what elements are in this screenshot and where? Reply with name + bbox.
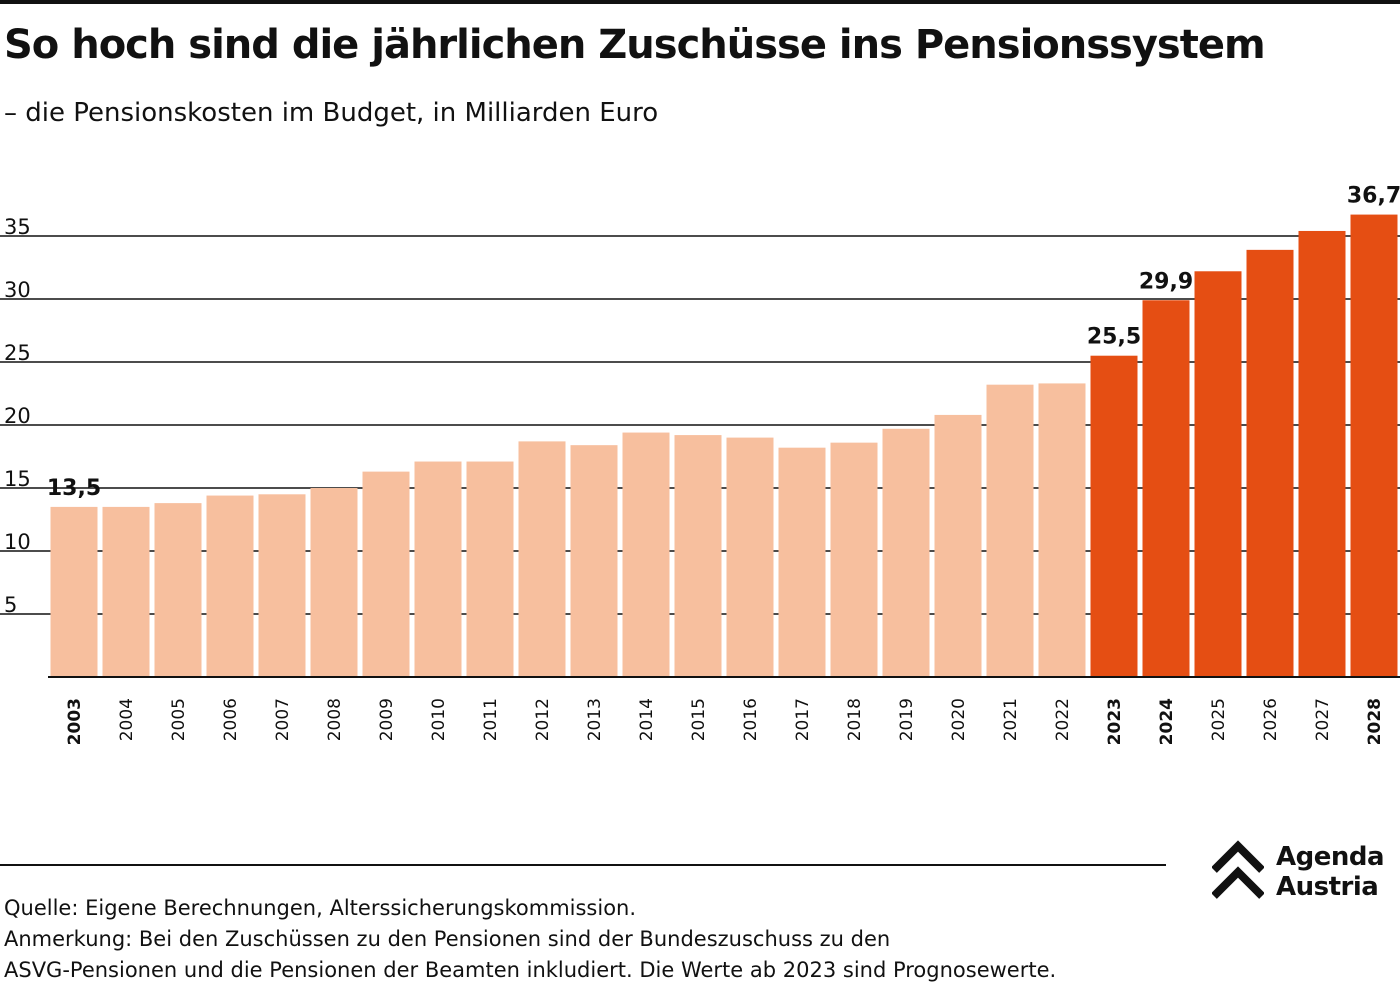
bar-2021	[986, 384, 1034, 677]
bar-2027	[1298, 230, 1346, 677]
bar-2003	[50, 506, 98, 677]
bar-2016	[726, 437, 774, 677]
bar-2018	[830, 442, 878, 677]
bar-2011	[466, 461, 514, 677]
x-tick-label-2005: 2005	[169, 698, 189, 741]
x-tick-label-2014: 2014	[637, 698, 657, 741]
source-note: Quelle: Eigene Berechnungen, Alterssiche…	[4, 896, 637, 920]
x-tick-label-2009: 2009	[377, 698, 397, 741]
x-tick-label-2024: 2024	[1157, 698, 1177, 745]
y-tick-label-30: 30	[4, 278, 31, 302]
x-tick-label-2025: 2025	[1209, 698, 1229, 741]
y-tick-label-15: 15	[4, 467, 31, 491]
x-tick-label-2011: 2011	[481, 698, 501, 741]
bar-2025	[1194, 271, 1242, 677]
top-rule	[0, 0, 1400, 4]
bar-2015	[674, 435, 722, 677]
bar-2013	[570, 445, 618, 677]
chart-title: So hoch sind die jährlichen Zuschüsse in…	[4, 22, 1266, 68]
x-tick-label-2003: 2003	[65, 698, 85, 745]
data-label-2003: 13,5	[47, 476, 101, 501]
x-tick-label-2012: 2012	[533, 698, 553, 741]
y-tick-label-35: 35	[4, 215, 31, 239]
bar-2017	[778, 447, 826, 677]
x-tick-label-2016: 2016	[741, 698, 761, 741]
bar-2007	[258, 494, 306, 677]
bar-2024	[1142, 300, 1190, 677]
x-tick-label-2004: 2004	[117, 698, 137, 741]
x-tick-label-2017: 2017	[793, 698, 813, 741]
x-tick-label-2018: 2018	[845, 698, 865, 741]
bar-2019	[882, 428, 930, 677]
chevron-up-icon	[1212, 840, 1264, 899]
y-tick-label-20: 20	[4, 404, 31, 428]
bar-2009	[362, 471, 410, 677]
x-tick-label-2007: 2007	[273, 698, 293, 741]
bar-2005	[154, 503, 202, 677]
x-tick-label-2026: 2026	[1261, 698, 1281, 741]
data-label-2023: 25,5	[1087, 325, 1141, 350]
footer: Quelle: Eigene Berechnungen, Alterssiche…	[4, 893, 1344, 986]
x-tick-label-2013: 2013	[585, 698, 605, 741]
bar-2004	[102, 506, 150, 677]
x-tick-label-2010: 2010	[429, 698, 449, 741]
bar-2028	[1350, 214, 1398, 677]
logo-text-line-1: Agenda	[1276, 842, 1385, 872]
bar-2010	[414, 461, 462, 677]
x-tick-label-2006: 2006	[221, 698, 241, 741]
bar-2006	[206, 495, 254, 677]
x-tick-label-2027: 2027	[1313, 698, 1333, 741]
x-tick-label-2020: 2020	[949, 698, 969, 741]
x-tick-label-2021: 2021	[1001, 698, 1021, 741]
y-tick-label-10: 10	[4, 530, 31, 554]
footer-rule	[0, 864, 1166, 866]
x-tick-label-2008: 2008	[325, 698, 345, 741]
x-tick-label-2028: 2028	[1365, 698, 1385, 745]
bar-2008	[310, 488, 358, 677]
logo-text-line-2: Austria	[1276, 872, 1379, 902]
agenda-austria-logo: Agenda Austria	[1212, 838, 1397, 902]
x-tick-label-2015: 2015	[689, 698, 709, 741]
data-label-2024: 29,9	[1139, 269, 1193, 294]
remark-line-2: ASVG-Pensionen und die Pensionen der Bea…	[4, 958, 1057, 982]
x-tick-label-2019: 2019	[897, 698, 917, 741]
data-label-2028: 36,7	[1347, 184, 1400, 209]
bar-2014	[622, 432, 670, 677]
bar-2022	[1038, 383, 1086, 677]
x-tick-label-2023: 2023	[1105, 698, 1125, 745]
remark-line-1: Anmerkung: Bei den Zuschüssen zu den Pen…	[4, 927, 891, 951]
bar-2012	[518, 441, 566, 677]
x-tick-label-2022: 2022	[1053, 698, 1073, 741]
bars	[50, 214, 1398, 678]
y-tick-label-25: 25	[4, 341, 31, 365]
bar-2020	[934, 414, 982, 677]
chart-subtitle: – die Pensionskosten im Budget, in Milli…	[4, 98, 659, 128]
bar-2026	[1246, 249, 1294, 678]
bar-2023	[1090, 355, 1138, 677]
y-tick-label-5: 5	[4, 593, 17, 617]
